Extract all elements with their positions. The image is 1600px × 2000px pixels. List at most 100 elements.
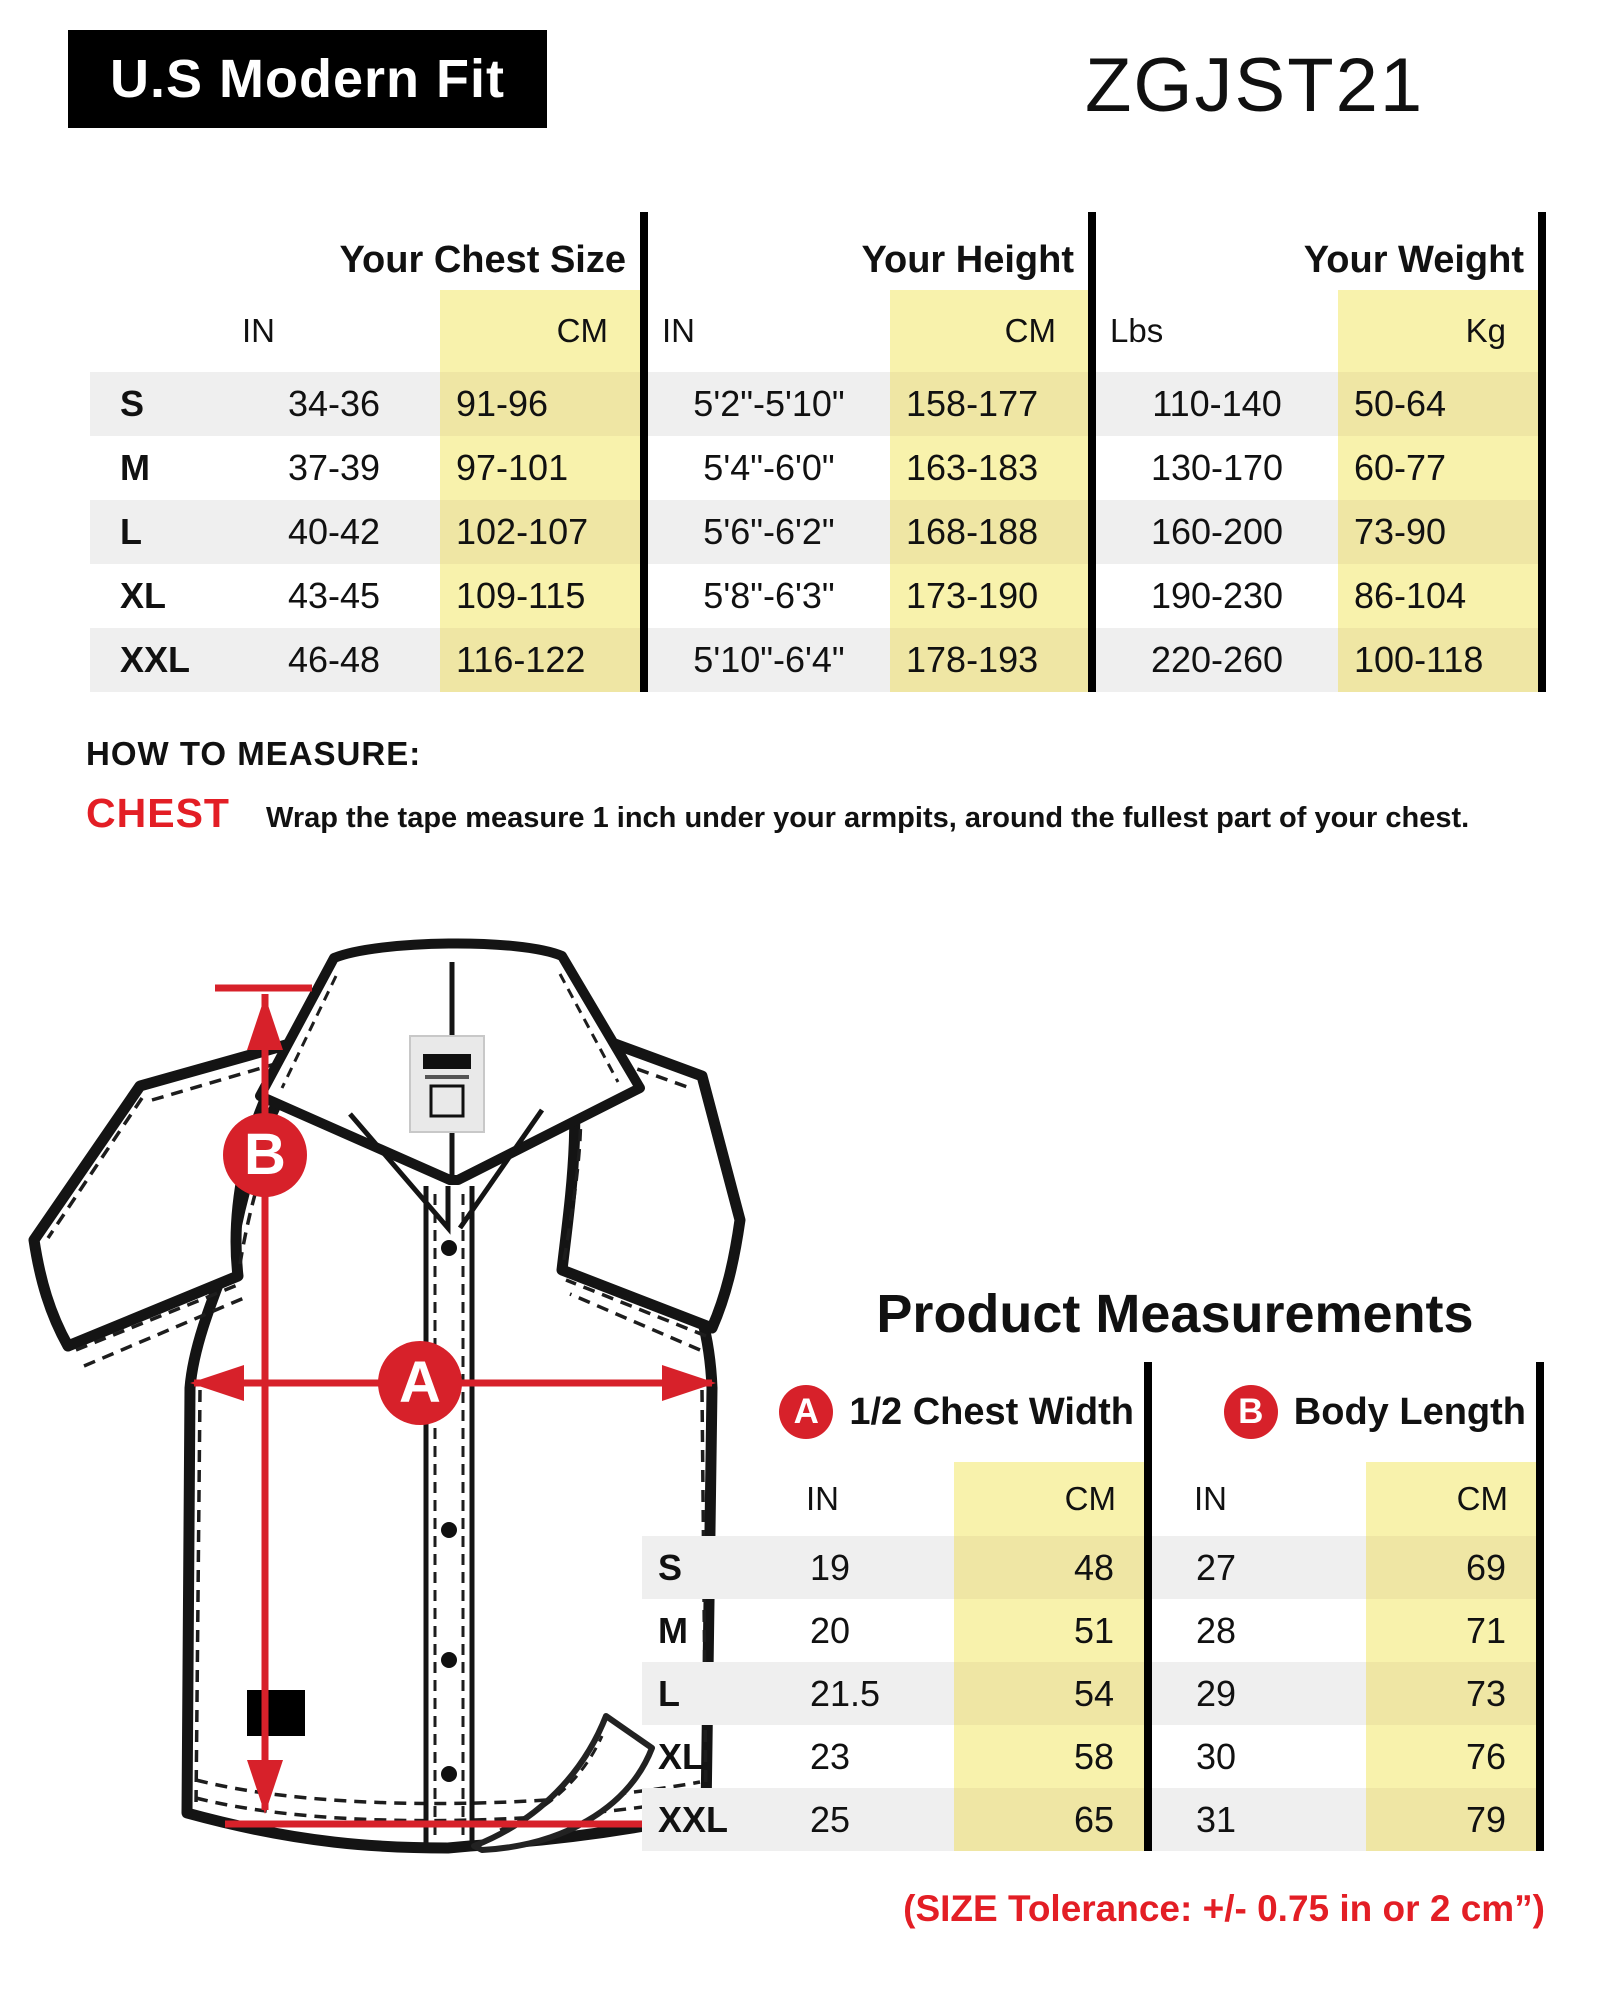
pm-chest-in: 25 [748,1788,954,1851]
unit-label-cm: CM [1366,1462,1536,1536]
body-size-table: Your Chest Size Your Height Your Weight … [90,212,1546,692]
stitch-hem-2 [195,1796,701,1823]
stitch-left-cuff-2 [83,1296,245,1368]
pm-length-in: 28 [1196,1609,1237,1651]
unit-label-kg: Kg [1338,290,1538,372]
chest-in-value: 40-42 [228,500,440,564]
height-cm-value: 158-177 [890,372,1088,436]
stitch-right-cuff [565,1278,707,1338]
column-group-title-weight: Your Weight [1303,239,1524,281]
pm-chest-in: 21.5 [748,1662,954,1725]
weight-kg-value: 86-104 [1338,564,1538,628]
chest-in-value: 37-39 [287,447,381,488]
weight-kg-value: 73-90 [1338,500,1538,564]
pm-length-cm: 79 [1366,1788,1536,1851]
chest-in-value: 43-45 [287,575,381,616]
unit-label-in: IN [806,1480,839,1517]
pm-chest-in: 20 [810,1609,851,1651]
label-b-letter: B [244,1122,286,1187]
pm-chest-cm: 54 [954,1662,1144,1725]
pm-chest-in: 19 [748,1536,954,1599]
label-a-badge: A [779,1385,834,1439]
height-in-value: 5'8"-6'3" [703,575,835,616]
weight-lbs-value: 110-140 [1096,372,1338,436]
weight-lbs-value: 190-230 [1150,575,1284,616]
how-to-measure-title: HOW TO MEASURE: [86,735,422,772]
size-label: M [658,1609,688,1651]
stitch-left-shoulder [151,1046,331,1102]
divider-bar [1538,212,1546,692]
shirt-measurement-diagram: B A [28,938,746,1854]
weight-lbs-value: 160-200 [1096,500,1338,564]
size-label: S [642,1536,748,1599]
chest-in-value: 34-36 [228,372,440,436]
how-to-measure-line: CHEST Wrap the tape measure 1 inch under… [86,790,1469,837]
pm-group-title-length: B Body Length [1152,1362,1536,1462]
label-a-letter: A [399,1350,441,1415]
size-label: M [120,447,150,488]
height-cm-value: 178-193 [890,628,1088,692]
pm-chest-cm: 65 [954,1788,1144,1851]
height-in-value: 5'6"-6'2" [648,500,890,564]
label-a-badge [378,1341,462,1425]
pm-chest-cm: 58 [954,1725,1144,1788]
chest-cm-value: 116-122 [440,628,640,692]
care-label-patch [247,1690,305,1736]
chest-instructions: Wrap the tape measure 1 inch under your … [265,802,1470,834]
unit-label-cm: CM [954,1462,1144,1536]
product-measurements-table: A 1/2 Chest Width B Body Length IN CM IN… [642,1362,1544,1851]
fit-style-badge: U.S Modern Fit [68,30,547,128]
pm-length-in: 29 [1152,1662,1366,1725]
height-in-value: 5'4"-6'0" [703,447,835,488]
size-label: L [90,500,228,564]
measurement-marks: B A [190,984,740,1828]
pm-length-cm: 69 [1366,1536,1536,1599]
size-tolerance-note: (SIZE Tolerance: +/- 0.75 in or 2 cm”) [903,1888,1545,1929]
unit-label-in: IN [1194,1480,1227,1517]
column-group-title-chest: Your Chest Size [339,239,626,281]
pm-chest-cm: 48 [954,1536,1144,1599]
chest-cm-value: 91-96 [440,372,640,436]
unit-label-lbs: Lbs [1110,312,1164,349]
height-in-value: 5'10"-6'4" [648,628,890,692]
pm-chest-cm: 51 [954,1599,1144,1662]
column-group-title-height: Your Height [861,239,1074,281]
size-label: XXL [90,628,228,692]
divider-bar [1144,1362,1152,1851]
pm-group-label: 1/2 Chest Width [849,1390,1134,1433]
weight-lbs-value: 130-170 [1150,447,1284,488]
stitch-left-side-seam [194,1389,202,1807]
divider-bar [640,212,648,692]
weight-lbs-value: 220-260 [1096,628,1338,692]
brand-tag [409,1035,485,1133]
size-label: XXL [642,1788,748,1851]
unit-label-cm: CM [440,290,640,372]
button-placket [423,1186,475,1846]
pm-length-in: 27 [1152,1536,1366,1599]
pm-length-in: 30 [1196,1735,1237,1777]
stitch-right-cuff-2 [569,1292,701,1352]
pm-length-cm: 76 [1366,1725,1536,1788]
chest-label: CHEST [86,790,230,836]
height-cm-value: 163-183 [890,436,1088,500]
divider-bar [1088,212,1096,692]
pm-group-label: Body Length [1293,1390,1526,1433]
chest-cm-value: 102-107 [440,500,640,564]
unit-label-cm: CM [890,290,1088,372]
unit-label-in: IN [662,312,695,349]
weight-kg-value: 60-77 [1338,436,1538,500]
stitch-left-sleeve-edge [46,1097,144,1239]
label-b-badge: B [1223,1385,1278,1439]
size-label: L [642,1662,748,1725]
divider-bar [1536,1362,1544,1851]
size-label: XL [120,575,167,616]
pm-length-in: 31 [1152,1788,1366,1851]
weight-kg-value: 50-64 [1338,372,1538,436]
pm-length-cm: 71 [1366,1599,1536,1662]
size-label: S [90,372,228,436]
pm-group-title-chest: A 1/2 Chest Width [642,1362,1144,1462]
stitch-left-cuff [75,1282,241,1352]
weight-kg-value: 100-118 [1338,628,1538,692]
pm-chest-in: 23 [810,1735,851,1777]
